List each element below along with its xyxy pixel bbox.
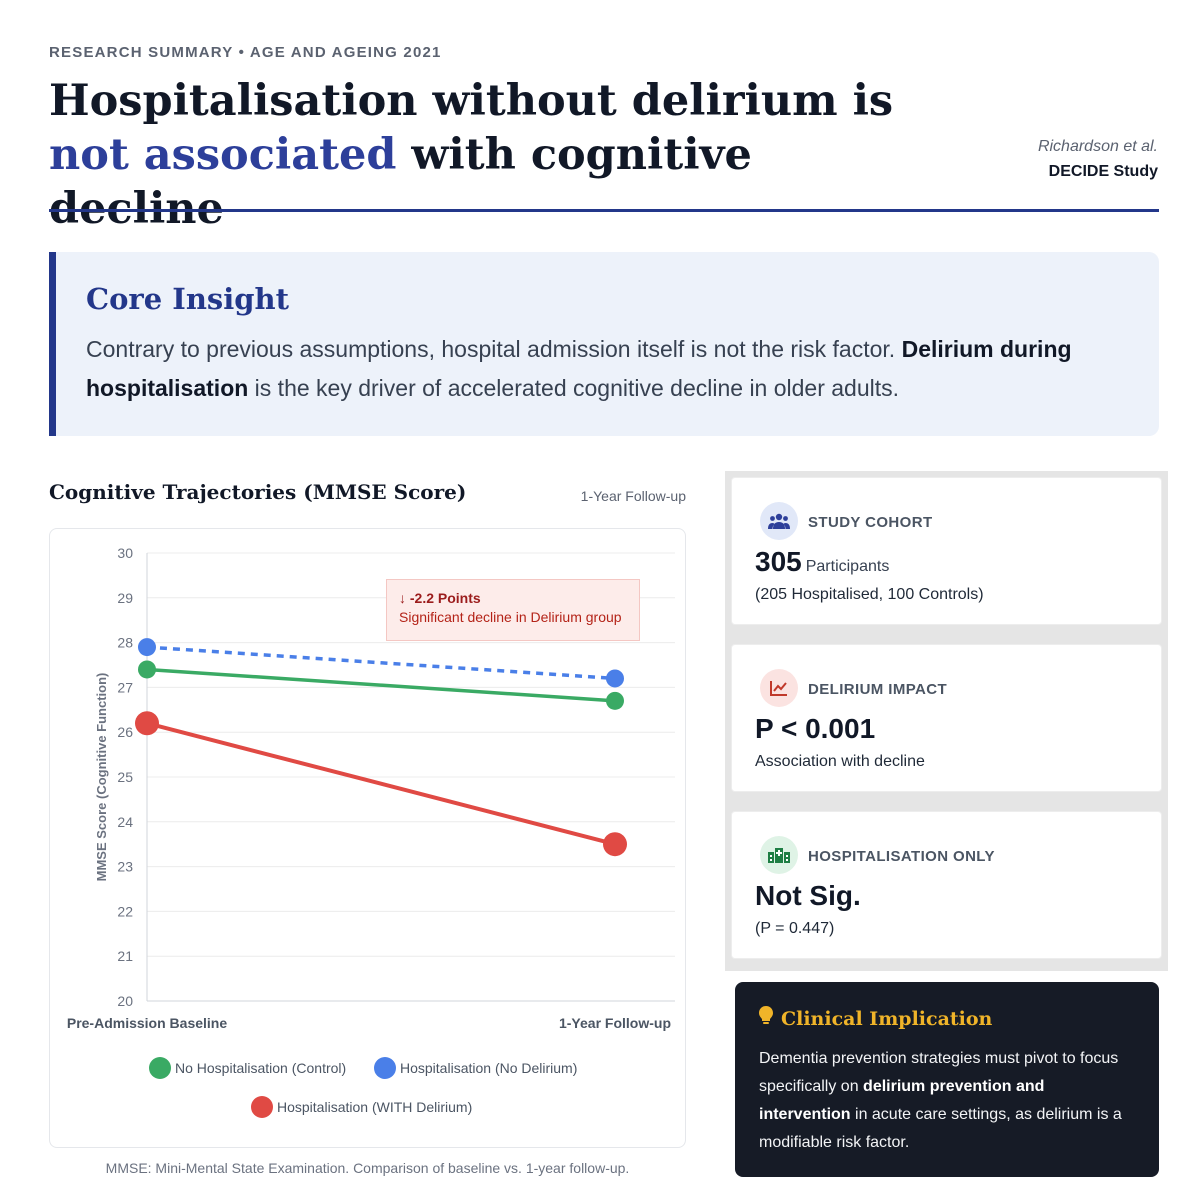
- legend-swatch: [374, 1057, 396, 1079]
- legend-swatch: [149, 1057, 171, 1079]
- lightbulb-icon: [759, 1006, 773, 1031]
- chart-title: Cognitive Trajectories (MMSE Score): [49, 480, 467, 504]
- data-point: [606, 669, 624, 688]
- y-tick-label: 29: [117, 590, 133, 606]
- y-tick-label: 21: [117, 948, 133, 964]
- stat-card-hospitalisation: HOSPITALISATION ONLY Not Sig. (P = 0.447…: [731, 811, 1162, 959]
- stat-value: 305 Participants: [755, 546, 889, 578]
- stat-value: P < 0.001: [755, 713, 876, 744]
- y-tick-label: 23: [117, 859, 133, 875]
- stat-unit: Participants: [805, 558, 890, 575]
- legend-swatch: [251, 1096, 273, 1118]
- y-tick-label: 30: [117, 545, 133, 561]
- y-tick-label: 24: [117, 814, 133, 830]
- callout-title-text: -2.2 Points: [409, 590, 481, 606]
- decline-callout: ↓ -2.2 Points Significant decline in Del…: [386, 579, 640, 641]
- data-point: [606, 691, 624, 710]
- callout-title: ↓ -2.2 Points: [399, 590, 627, 606]
- users-icon: [760, 502, 798, 540]
- eyebrow: RESEARCH SUMMARY • AGE AND AGEING 2021: [49, 44, 442, 61]
- data-point: [138, 638, 156, 657]
- stats-panel: STUDY COHORT 305 Participants (205 Hospit…: [725, 471, 1168, 971]
- implication-text-part2: in acute care settings, as delirium is a…: [759, 1106, 1122, 1151]
- data-point: [603, 832, 627, 857]
- legend-label: Hospitalisation (WITH Delirium): [277, 1099, 472, 1115]
- implication-text-bold: delirium prevention and intervention: [759, 1078, 1045, 1123]
- stat-note: (205 Hospitalised, 100 Controls): [755, 586, 984, 603]
- series-line: [146, 667, 616, 703]
- arrow-down-icon: ↓: [399, 590, 410, 606]
- stat-label: HOSPITALISATION ONLY: [808, 848, 995, 865]
- x-tick-label: Pre-Admission Baseline: [67, 1015, 227, 1031]
- legend-label: Hospitalisation (No Delirium): [400, 1060, 577, 1076]
- x-tick-label: 1-Year Follow-up: [559, 1015, 671, 1031]
- line-chart: 20 21 22 23 24 25 26 27 28 29 30 MMSE Score (Cognit…: [67, 545, 675, 1118]
- callout-text: Significant decline in Delirium group: [399, 609, 622, 625]
- byline: Richardson et al. DECIDE Study: [1038, 134, 1158, 184]
- study-name: DECIDE Study: [1048, 163, 1158, 180]
- data-point: [135, 711, 159, 736]
- insight-heading: Core Insight: [86, 282, 289, 316]
- y-axis-label: MMSE Score (Cognitive Function): [94, 673, 109, 882]
- implication-title: Clinical Implication: [759, 1006, 1135, 1031]
- page-title: Hospitalisation without delirium is not …: [49, 74, 909, 236]
- title-part2: with cognitive decline: [49, 130, 752, 234]
- implication-text: Dementia prevention strategies must pivo…: [759, 1045, 1135, 1157]
- stat-number: 305: [755, 546, 802, 577]
- stat-label: DELIRIUM IMPACT: [808, 681, 948, 698]
- insight-text: Contrary to previous assumptions, hospit…: [86, 330, 1119, 408]
- stat-note: (P = 0.447): [755, 920, 835, 937]
- authors: Richardson et al.: [1037, 138, 1158, 155]
- core-insight-box: Core Insight Contrary to previous assump…: [49, 252, 1159, 436]
- series-line: [146, 645, 616, 681]
- y-tick-label: 27: [117, 679, 133, 695]
- stat-card-cohort: STUDY COHORT 305 Participants (205 Hospit…: [731, 477, 1162, 625]
- chart-line-icon: [760, 669, 798, 707]
- stat-card-delirium: DELIRIUM IMPACT P < 0.001 Association wi…: [731, 644, 1162, 792]
- clinical-implication-box: Clinical Implication Dementia prevention…: [735, 982, 1159, 1177]
- y-tick-label: 26: [117, 724, 133, 740]
- insight-text-part1: Contrary to previous assumptions, hospit…: [86, 336, 902, 362]
- hospital-icon: [760, 836, 798, 874]
- stat-value: Not Sig.: [755, 880, 861, 911]
- implication-text-part1: Dementia prevention strategies must pivo…: [759, 1050, 1119, 1095]
- insight-text-bold: Delirium during hospitalisation: [86, 336, 1072, 401]
- stat-label: STUDY COHORT: [808, 514, 933, 531]
- y-tick-label: 25: [117, 769, 133, 785]
- y-tick-label: 22: [117, 903, 133, 919]
- title-part1: Hospitalisation without delirium is: [49, 76, 894, 126]
- chart-footnote: MMSE: Mini-Mental State Examination. Com…: [105, 1160, 630, 1176]
- stat-note: Association with decline: [755, 753, 925, 770]
- chart-subtitle: 1-Year Follow-up: [580, 488, 686, 504]
- chart-card: 20 21 22 23 24 25 26 27 28 29 30 MMSE Score (Cognit…: [49, 528, 686, 1148]
- implication-title-text: Clinical Implication: [781, 1007, 993, 1030]
- series-line: [146, 721, 616, 847]
- y-tick-label: 28: [117, 635, 133, 651]
- y-tick-label: 20: [117, 993, 133, 1009]
- header-divider: [49, 209, 1159, 212]
- title-accent: not associated: [49, 130, 397, 180]
- insight-text-part2: is the key driver of accelerated cogniti…: [248, 375, 900, 401]
- data-point: [138, 660, 156, 679]
- legend-label: No Hospitalisation (Control): [175, 1060, 346, 1076]
